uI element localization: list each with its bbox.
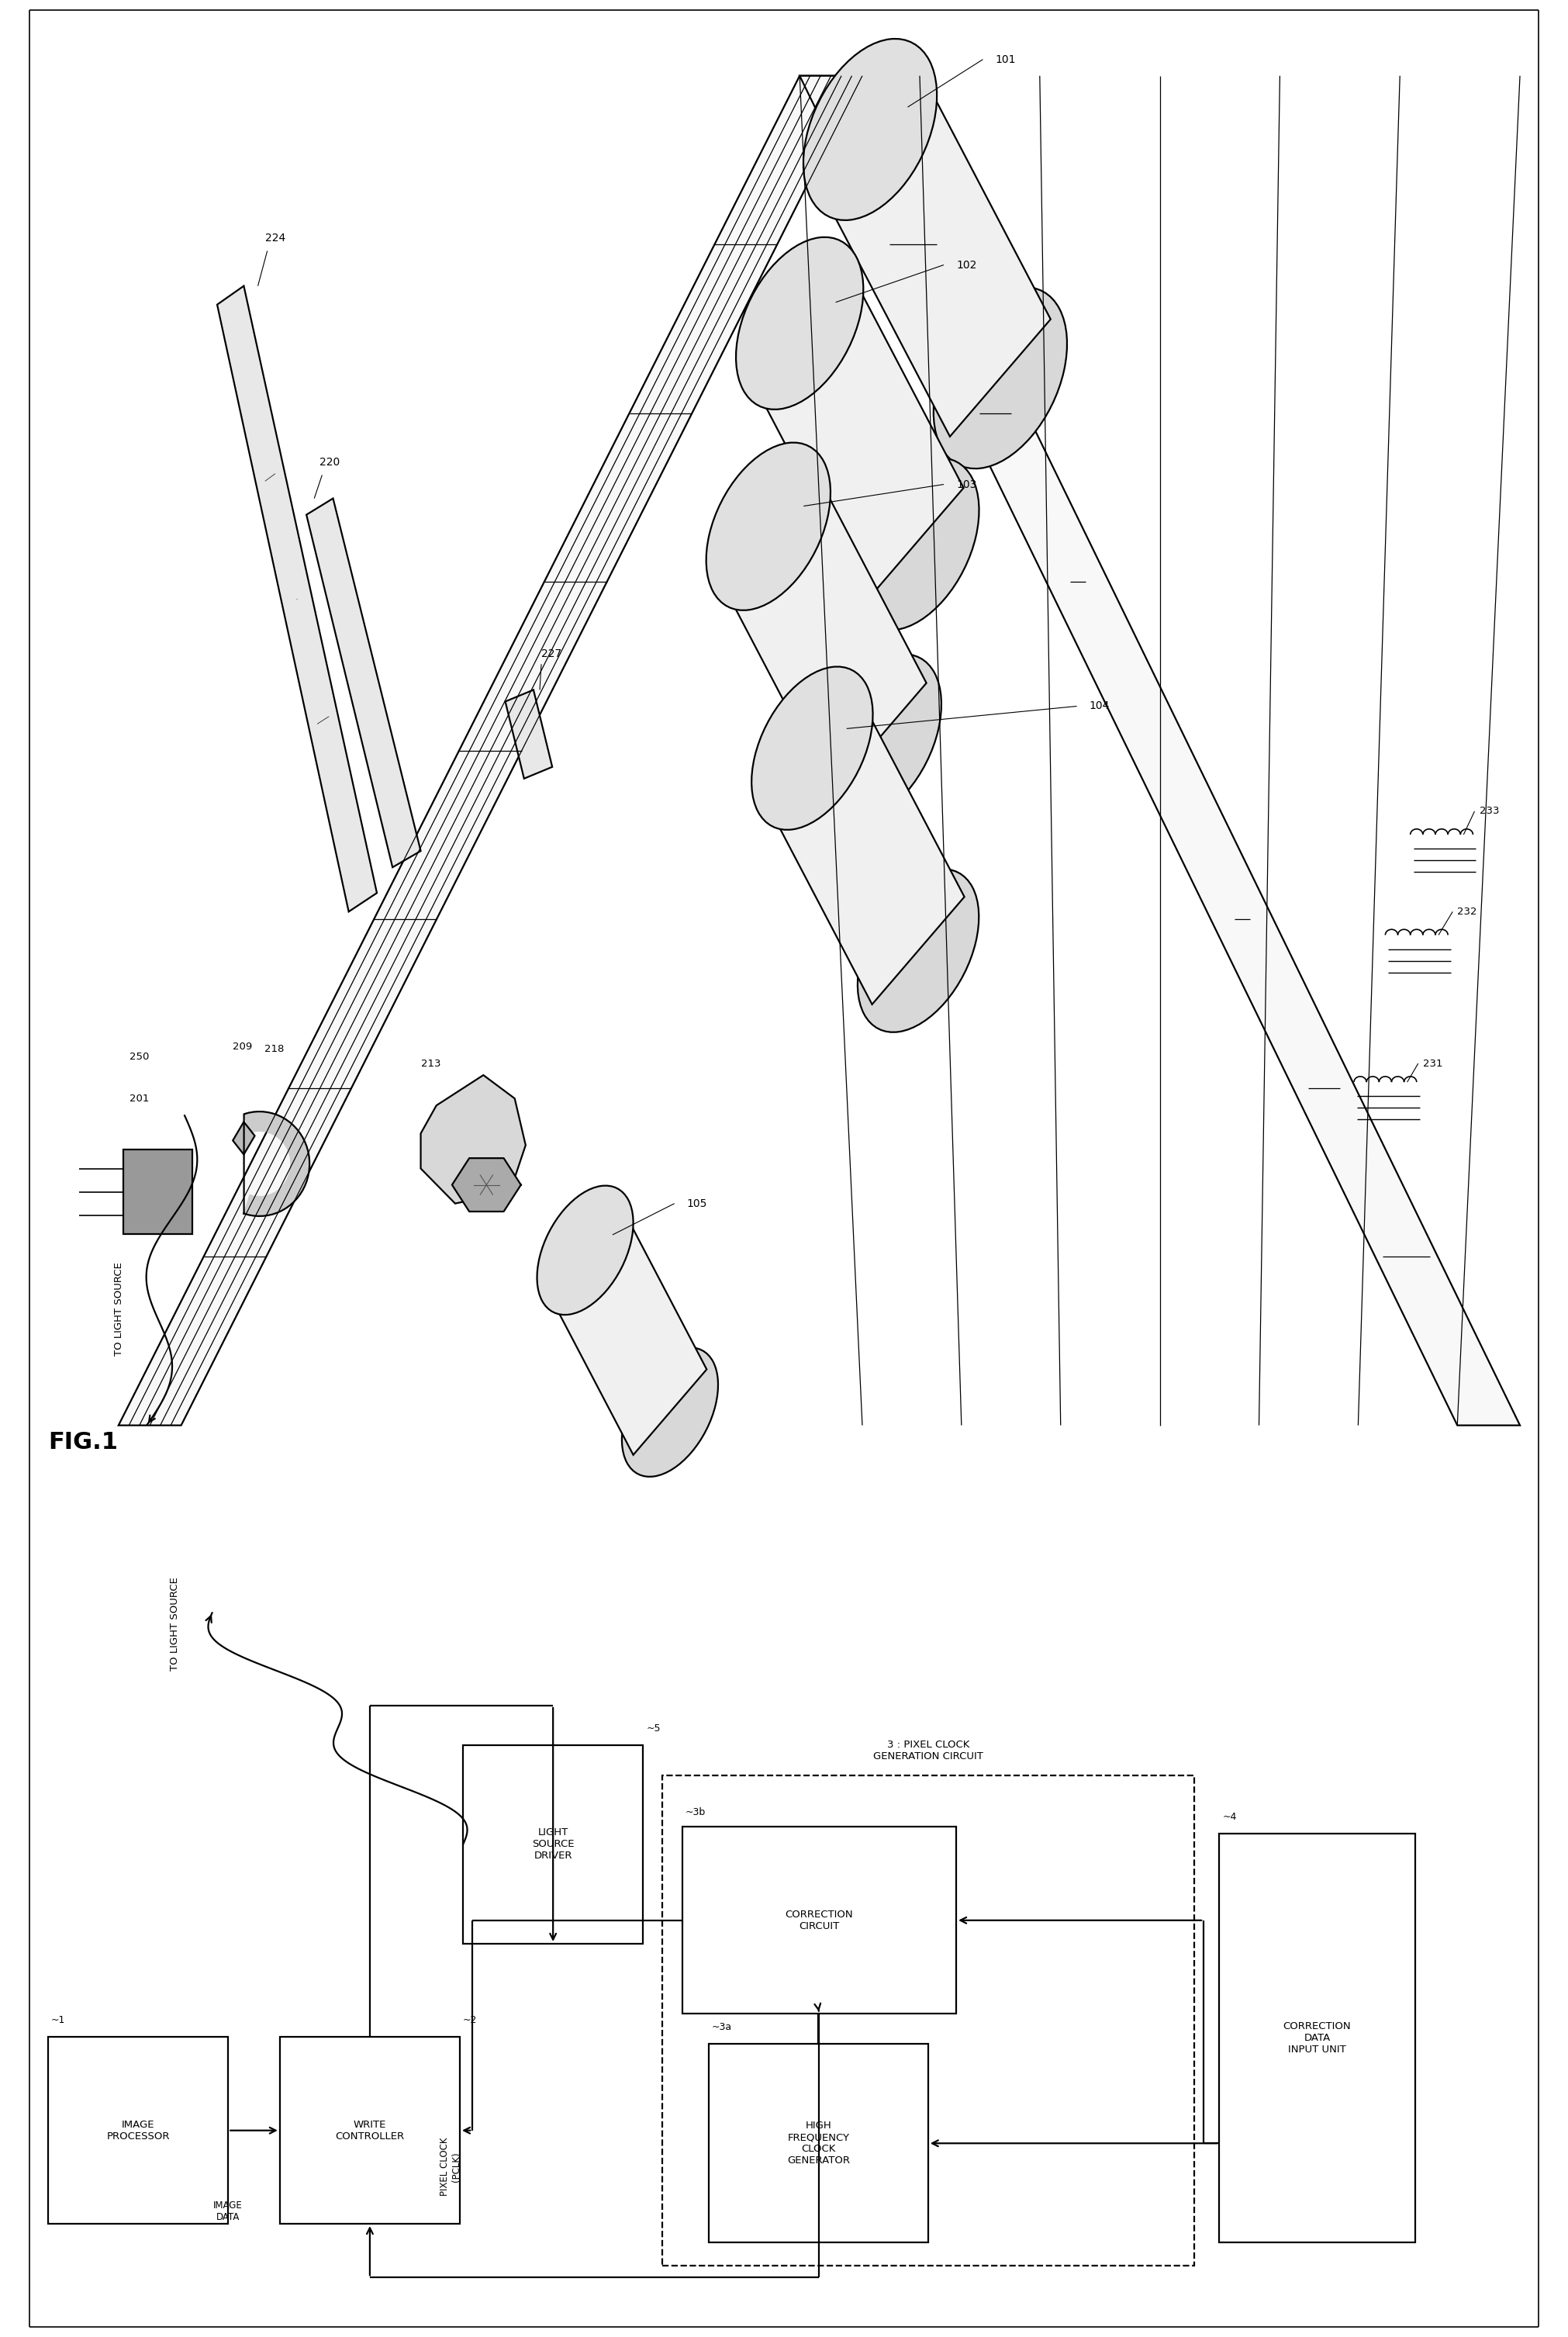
- Ellipse shape: [735, 236, 864, 409]
- Text: WRITE
CONTROLLER: WRITE CONTROLLER: [336, 2120, 405, 2141]
- Ellipse shape: [622, 1348, 718, 1477]
- Text: ~3a: ~3a: [712, 2022, 732, 2033]
- Text: 233: 233: [1479, 806, 1499, 816]
- Polygon shape: [216, 285, 376, 911]
- Polygon shape: [452, 1159, 521, 1211]
- Polygon shape: [549, 1208, 707, 1456]
- Text: ~3b: ~3b: [685, 1807, 706, 1818]
- Polygon shape: [721, 472, 927, 792]
- Polygon shape: [505, 689, 552, 778]
- Text: 103: 103: [956, 479, 977, 491]
- Text: 201: 201: [130, 1094, 149, 1103]
- Text: 250: 250: [130, 1052, 149, 1061]
- Polygon shape: [420, 1075, 525, 1204]
- Ellipse shape: [858, 869, 978, 1033]
- Ellipse shape: [933, 287, 1068, 470]
- Polygon shape: [751, 266, 964, 601]
- Ellipse shape: [851, 458, 978, 631]
- Text: IMAGE
DATA: IMAGE DATA: [213, 2201, 243, 2222]
- Text: 213: 213: [420, 1059, 441, 1068]
- Ellipse shape: [706, 442, 831, 610]
- Polygon shape: [119, 75, 862, 1426]
- Text: 224: 224: [265, 234, 285, 243]
- Polygon shape: [232, 1122, 254, 1154]
- Polygon shape: [800, 75, 1519, 1426]
- Text: 232: 232: [1457, 907, 1477, 916]
- FancyBboxPatch shape: [279, 2038, 459, 2225]
- FancyBboxPatch shape: [709, 2045, 928, 2244]
- Text: HIGH
FREQUENCY
CLOCK
GENERATOR: HIGH FREQUENCY CLOCK GENERATOR: [787, 2120, 850, 2166]
- Text: CORRECTION
DATA
INPUT UNIT: CORRECTION DATA INPUT UNIT: [1283, 2022, 1352, 2054]
- Text: LIGHT
SOURCE
DRIVER: LIGHT SOURCE DRIVER: [532, 1828, 574, 1860]
- Ellipse shape: [803, 40, 938, 220]
- Text: 102: 102: [956, 259, 977, 271]
- Text: 227: 227: [541, 650, 561, 659]
- Ellipse shape: [751, 666, 873, 830]
- FancyBboxPatch shape: [124, 1150, 193, 1234]
- FancyBboxPatch shape: [1220, 1835, 1414, 2244]
- Polygon shape: [820, 70, 1051, 437]
- Text: 105: 105: [687, 1199, 707, 1208]
- Ellipse shape: [536, 1185, 633, 1316]
- Text: 231: 231: [1422, 1059, 1443, 1068]
- Text: 3 : PIXEL CLOCK
GENERATION CIRCUIT: 3 : PIXEL CLOCK GENERATION CIRCUIT: [873, 1739, 983, 1762]
- Text: 101: 101: [996, 54, 1016, 65]
- Text: 218: 218: [263, 1045, 284, 1054]
- Polygon shape: [245, 1112, 309, 1215]
- Text: 104: 104: [1090, 701, 1110, 713]
- Text: PIXEL CLOCK
(PCLK): PIXEL CLOCK (PCLK): [439, 2138, 461, 2197]
- FancyBboxPatch shape: [49, 2038, 227, 2225]
- Polygon shape: [306, 498, 420, 867]
- Text: 209: 209: [232, 1042, 252, 1052]
- Text: FIG.1: FIG.1: [49, 1430, 118, 1454]
- Text: ~1: ~1: [52, 2014, 66, 2026]
- FancyBboxPatch shape: [463, 1746, 643, 1944]
- Text: ~4: ~4: [1223, 1811, 1237, 1823]
- Text: CORRECTION
CIRCUIT: CORRECTION CIRCUIT: [786, 1909, 853, 1930]
- Text: ~5: ~5: [646, 1722, 660, 1734]
- FancyBboxPatch shape: [682, 1828, 956, 2014]
- Text: 220: 220: [320, 458, 340, 467]
- Text: IMAGE
PROCESSOR: IMAGE PROCESSOR: [107, 2120, 169, 2141]
- Text: ~2: ~2: [463, 2014, 477, 2026]
- Text: TO LIGHT SOURCE: TO LIGHT SOURCE: [171, 1577, 180, 1671]
- Text: TO LIGHT SOURCE: TO LIGHT SOURCE: [114, 1262, 124, 1355]
- Ellipse shape: [817, 654, 941, 823]
- Polygon shape: [767, 694, 964, 1005]
